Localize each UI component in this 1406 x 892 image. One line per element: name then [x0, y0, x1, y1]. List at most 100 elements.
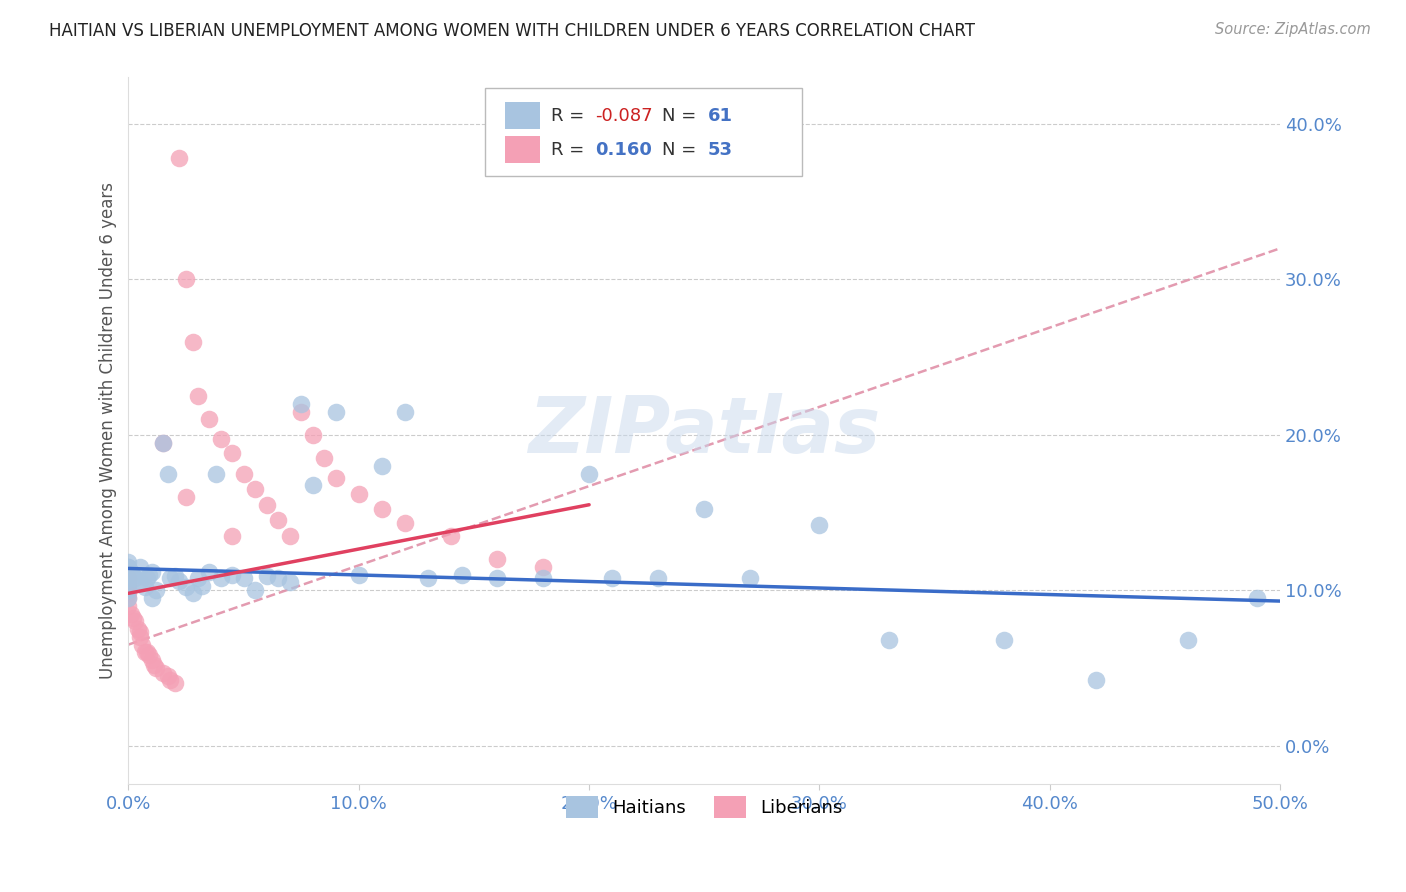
Point: [485, 552, 508, 566]
Point: [314, 451, 336, 466]
Point: [134, 580, 156, 594]
Point: [135, 571, 157, 585]
Point: [117, 583, 139, 598]
Point: [117, 571, 139, 585]
Legend: Haitians, Liberians: Haitians, Liberians: [558, 789, 851, 825]
Text: R =: R =: [551, 141, 591, 159]
Text: 61: 61: [707, 107, 733, 125]
Text: R =: R =: [551, 107, 591, 125]
FancyBboxPatch shape: [505, 103, 540, 129]
Point: [243, 583, 266, 598]
Point: [142, 657, 165, 672]
Point: [187, 389, 209, 403]
Point: [129, 625, 152, 640]
Point: [117, 599, 139, 613]
Point: [117, 572, 139, 586]
Point: [531, 571, 554, 585]
Point: [198, 412, 221, 426]
Point: [191, 578, 214, 592]
Point: [243, 482, 266, 496]
Point: [117, 580, 139, 594]
Point: [740, 571, 762, 585]
Point: [117, 591, 139, 605]
Point: [159, 673, 181, 688]
Point: [167, 574, 190, 588]
Point: [267, 571, 290, 585]
Point: [117, 567, 139, 582]
Point: [221, 529, 243, 543]
FancyBboxPatch shape: [485, 88, 803, 177]
Point: [993, 632, 1015, 647]
Point: [290, 404, 312, 418]
Point: [1084, 673, 1107, 688]
Point: [117, 586, 139, 600]
Point: [221, 446, 243, 460]
Point: [232, 571, 254, 585]
Point: [117, 560, 139, 574]
Text: 53: 53: [707, 141, 733, 159]
Point: [117, 577, 139, 591]
Point: [1177, 632, 1199, 647]
Point: [301, 477, 323, 491]
Point: [117, 583, 139, 598]
Point: [117, 565, 139, 579]
Point: [416, 571, 439, 585]
Point: [267, 513, 290, 527]
Point: [152, 435, 174, 450]
Point: [256, 569, 278, 583]
Text: 0.160: 0.160: [595, 141, 652, 159]
Point: [181, 334, 204, 349]
Point: [174, 490, 197, 504]
Text: HAITIAN VS LIBERIAN UNEMPLOYMENT AMONG WOMEN WITH CHILDREN UNDER 6 YEARS CORRELA: HAITIAN VS LIBERIAN UNEMPLOYMENT AMONG W…: [49, 22, 976, 40]
Point: [129, 630, 152, 644]
Point: [131, 638, 153, 652]
Point: [371, 502, 394, 516]
Point: [578, 467, 600, 481]
Point: [808, 517, 831, 532]
Point: [278, 575, 301, 590]
Point: [152, 665, 174, 680]
FancyBboxPatch shape: [505, 136, 540, 163]
Point: [135, 645, 157, 659]
Point: [117, 575, 139, 590]
Point: [209, 571, 232, 585]
Point: [451, 567, 474, 582]
Point: [117, 575, 139, 590]
Point: [117, 567, 139, 582]
Point: [117, 574, 139, 588]
Text: N =: N =: [662, 141, 702, 159]
Point: [1246, 591, 1268, 605]
Point: [138, 567, 160, 582]
Point: [127, 622, 149, 636]
Point: [531, 560, 554, 574]
Text: N =: N =: [662, 107, 702, 125]
Text: Source: ZipAtlas.com: Source: ZipAtlas.com: [1215, 22, 1371, 37]
Point: [174, 272, 197, 286]
Point: [141, 591, 163, 605]
Point: [156, 668, 179, 682]
Point: [301, 427, 323, 442]
Point: [156, 467, 179, 481]
Text: ZIPatlas: ZIPatlas: [529, 393, 880, 469]
Point: [877, 632, 900, 647]
Point: [145, 583, 167, 598]
Point: [325, 471, 347, 485]
Point: [394, 404, 416, 418]
Point: [221, 567, 243, 582]
Point: [198, 565, 221, 579]
Point: [163, 676, 186, 690]
Point: [117, 571, 139, 585]
Point: [325, 404, 347, 418]
Point: [290, 397, 312, 411]
Point: [122, 611, 145, 625]
Point: [124, 571, 146, 585]
Point: [152, 435, 174, 450]
Point: [440, 529, 463, 543]
Point: [120, 607, 142, 621]
Point: [129, 575, 152, 590]
Point: [117, 572, 139, 586]
Point: [129, 560, 152, 574]
Point: [485, 571, 508, 585]
Point: [159, 571, 181, 585]
Point: [232, 467, 254, 481]
